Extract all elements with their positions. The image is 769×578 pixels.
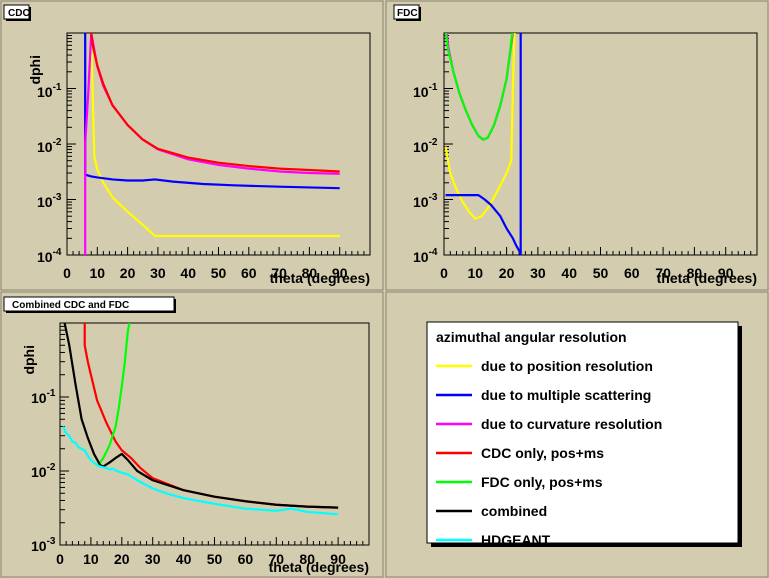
series-line-combined-0: [83, 323, 339, 509]
xtick-label: 80: [302, 265, 318, 281]
pad-border-combined: [0, 291, 384, 578]
xtick-label: 50: [211, 265, 227, 281]
xtick-label: 20: [499, 265, 515, 281]
series-line-cdc-3: [90, 33, 340, 173]
title-box-combined: Combined CDC and FDC: [3, 296, 176, 313]
yticks-combined: 10-1 10-2 10-3: [31, 388, 56, 554]
xtick-label: 20: [120, 265, 136, 281]
legend-entry-label: CDC only, pos+ms: [481, 445, 604, 461]
series-line-combined-1: [96, 323, 131, 466]
title-cdc: CDC: [8, 8, 30, 19]
ytick-label: 10-3: [31, 536, 56, 554]
series-line-fdc-1: [445, 33, 522, 255]
legend-entry-label: FDC only, pos+ms: [481, 474, 603, 490]
pad-border-cdc: [0, 0, 384, 291]
yticks-cdc: 10-1 10-2 10-3 10-4: [37, 82, 62, 265]
series-line-fdc-0: [444, 33, 516, 220]
xtick-label: 50: [593, 265, 609, 281]
pad-border-fdc: [385, 0, 769, 291]
xlabel-fdc: theta (degrees): [657, 270, 757, 286]
ytick-label: 10-3: [413, 192, 438, 210]
xtick-label: 30: [150, 265, 166, 281]
xlabel-combined: theta (degrees): [269, 559, 369, 575]
xtick-label: 40: [180, 265, 196, 281]
title-box-cdc: CDC: [3, 4, 31, 21]
ytick-label: 10-2: [413, 137, 438, 155]
xtick-label: 10: [83, 551, 99, 567]
ytick-label: 10-1: [413, 82, 438, 100]
chart-marks: 0 10 20 30 40 50 60 70 80 90 0 10 20 30 40 50 60 70 80 900 1…: [56, 33, 758, 567]
ylabel-combined: dphi: [21, 345, 37, 375]
xtick-label: 60: [241, 265, 257, 281]
series-line-cdc-2: [84, 33, 340, 255]
series-line-cdc-1: [84, 33, 340, 190]
xtick-label: 90: [330, 551, 346, 567]
plot-frame-combined: [59, 322, 370, 546]
title-combined: Combined CDC and FDC: [12, 300, 129, 311]
ylabel-cdc: dphi: [27, 55, 43, 85]
legend-entry-label: due to curvature resolution: [481, 416, 662, 432]
legend-entry-label: combined: [481, 503, 547, 519]
legend-entry-label: due to position resolution: [481, 358, 653, 374]
xtick-label: 0: [440, 265, 448, 281]
xtick-label: 0: [56, 551, 64, 567]
title-box-fdc: FDC: [393, 4, 421, 21]
legend-entries: due to position resolution due to multipl…: [436, 358, 662, 548]
ytick-label: 10-2: [31, 462, 56, 480]
ytick-label: 10-3: [37, 192, 62, 210]
xtick-label: 70: [269, 551, 285, 567]
ytick-label: 10-2: [37, 137, 62, 155]
xtick-label: 30: [530, 265, 546, 281]
title-fdc: FDC: [397, 8, 418, 19]
xtick-label: 70: [271, 265, 287, 281]
xtick-label: 60: [238, 551, 254, 567]
series-line-fdc-3: [444, 33, 514, 141]
legend-title: azimuthal angular resolution: [436, 329, 627, 345]
series-line-combined-2: [63, 323, 339, 509]
xtick-label: 20: [114, 551, 130, 567]
pad-border-legend: [385, 291, 769, 578]
xtick-label: 50: [207, 551, 223, 567]
xtick-label: 40: [561, 265, 577, 281]
xlabel-cdc: theta (degrees): [270, 270, 370, 286]
series-line-cdc-0: [90, 33, 340, 238]
xtick-label: 70: [655, 265, 671, 281]
xtick-label: 80: [299, 551, 315, 567]
xtick-label: 90: [332, 265, 348, 281]
legend-entry-label: HDGEANT: [481, 532, 551, 548]
plot-frame-fdc: [443, 32, 758, 256]
xtick-label: 10: [90, 265, 106, 281]
xtick-label: 90: [718, 265, 734, 281]
yticks-fdc: 10-1 10-2 10-3 10-4: [413, 82, 438, 265]
legend: azimuthal angular resolution due to posi…: [426, 321, 742, 548]
plot-frame-cdc: [66, 32, 371, 256]
ytick-label: 10-1: [31, 388, 56, 406]
xtick-label: 10: [468, 265, 484, 281]
xtick-label: 80: [687, 265, 703, 281]
xtick-label: 60: [624, 265, 640, 281]
ytick-label: 10-4: [37, 247, 62, 265]
xtick-label: 40: [176, 551, 192, 567]
xtick-label: 30: [145, 551, 161, 567]
ytick-label: 10-4: [413, 247, 438, 265]
legend-entry-label: due to multiple scattering: [481, 387, 651, 403]
series-line-combined-3: [62, 426, 339, 516]
xtick-label: 0: [63, 265, 71, 281]
ytick-label: 10-1: [37, 82, 62, 100]
